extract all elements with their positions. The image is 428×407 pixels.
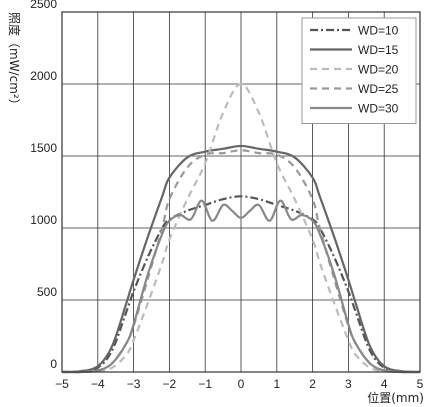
x-tick-label: 2 xyxy=(309,377,316,391)
x-tick-label: 4 xyxy=(381,377,388,391)
x-tick-label: 3 xyxy=(345,377,352,391)
y-tick-label: 1500 xyxy=(30,141,57,155)
legend-label: WD=30 xyxy=(358,102,399,116)
x-tick-label: −1 xyxy=(198,377,212,391)
y-tick-label: 500 xyxy=(37,285,57,299)
y-tick-label: 1000 xyxy=(30,213,57,227)
y-tick-label: 2000 xyxy=(30,69,57,83)
legend-box xyxy=(301,17,417,124)
y-tick-labels: 0 500 1000 1500 2000 2500 xyxy=(30,0,57,371)
series-lines xyxy=(61,82,421,374)
series-line-wd-10 xyxy=(61,195,421,374)
y-tick-label: 0 xyxy=(50,357,57,371)
legend-label: WD=20 xyxy=(358,63,399,77)
legend: WD=10 WD=15 WD=20 WD=25 WD=30 xyxy=(301,17,417,124)
legend-label: WD=25 xyxy=(358,82,399,96)
x-tick-label: −2 xyxy=(163,377,177,391)
x-tick-label: 1 xyxy=(273,377,280,391)
x-tick-label: −4 xyxy=(91,377,105,391)
legend-label: WD=10 xyxy=(358,24,399,38)
x-tick-label: −3 xyxy=(127,377,141,391)
x-tick-label: −5 xyxy=(55,377,69,391)
y-tick-label: 2500 xyxy=(30,0,57,11)
series-line-wd-20 xyxy=(61,82,421,374)
x-tick-label: 0 xyxy=(238,377,245,391)
series-line-wd-30 xyxy=(61,199,421,374)
x-tick-label: 5 xyxy=(417,377,424,391)
x-axis-title: 位置(mm) xyxy=(367,390,424,405)
plot-frame xyxy=(61,11,421,373)
legend-label: WD=15 xyxy=(358,43,399,57)
series-line-wd-15 xyxy=(61,144,421,374)
x-tick-labels: −5 −4 −3 −2 −1 0 1 2 3 4 5 xyxy=(55,377,424,391)
y-axis-title: 照度（mW/cm²） xyxy=(7,12,22,111)
